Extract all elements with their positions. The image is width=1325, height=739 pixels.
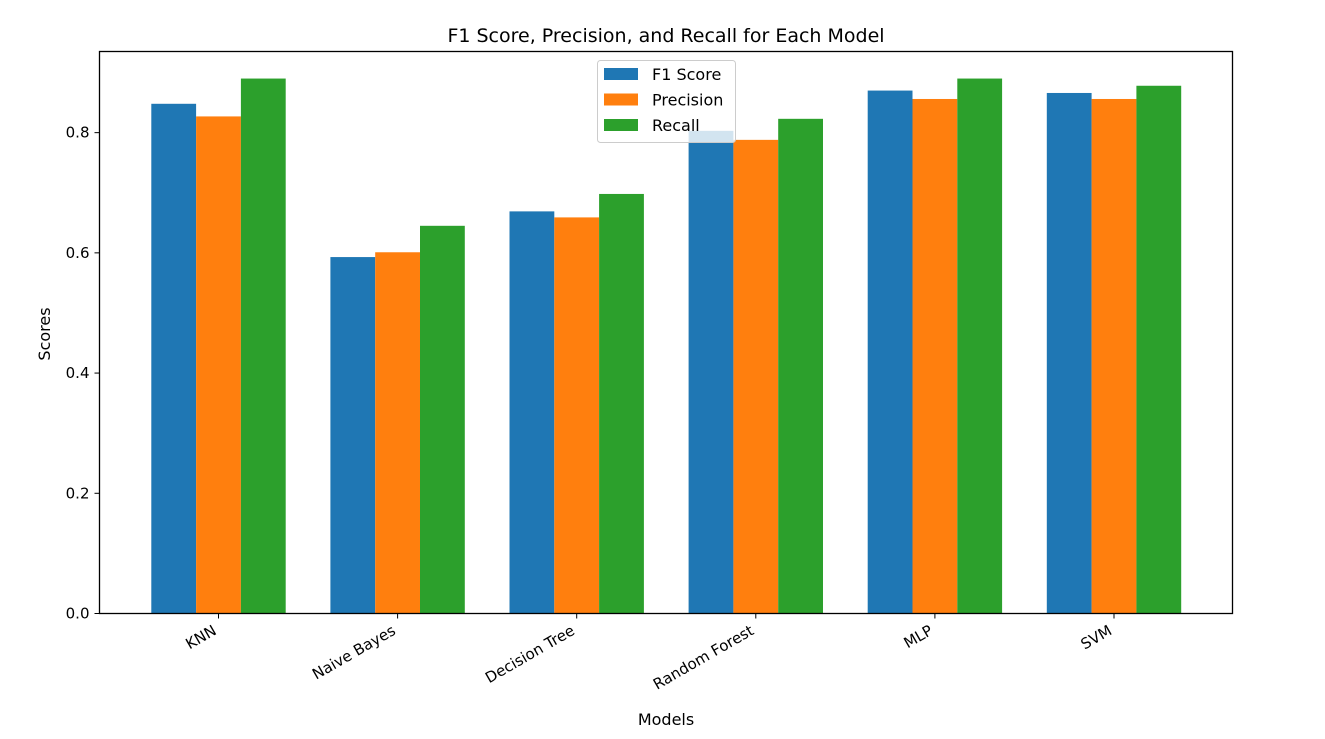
y-tick-label: 0.4 — [66, 364, 90, 382]
x-tick-label: Random Forest — [650, 621, 757, 693]
y-tick-label: 0.2 — [66, 484, 90, 502]
bar — [733, 139, 779, 614]
x-tick-label: KNN — [183, 621, 220, 653]
legend-label: F1 Score — [652, 65, 721, 84]
chart-title: F1 Score, Precision, and Recall for Each… — [447, 25, 884, 47]
y-axis-label: Scores — [35, 307, 54, 360]
bar — [1136, 85, 1182, 614]
x-axis-label: Models — [638, 710, 694, 729]
legend-swatch — [604, 68, 638, 80]
legend-swatch — [604, 93, 638, 106]
y-tick-label: 0.8 — [66, 124, 90, 142]
bar — [778, 118, 823, 614]
y-tick-label: 0.0 — [66, 605, 90, 623]
bar — [554, 217, 600, 614]
plot-frame — [98, 50, 1234, 615]
y-tick-label: 0.6 — [66, 244, 90, 262]
bar — [688, 130, 734, 614]
bar — [957, 78, 1003, 614]
bar — [912, 98, 958, 614]
bar — [599, 193, 644, 614]
bar — [151, 103, 197, 614]
y-axis: 0.0 0.2 0.4 0.6 0.8 — [66, 124, 100, 623]
x-tick-label: Decision Tree — [482, 621, 578, 687]
bar — [240, 78, 286, 614]
bar — [420, 225, 465, 614]
legend-label: Recall — [652, 116, 700, 135]
x-tick-label: Naive Bayes — [309, 621, 399, 683]
legend: F1 Score Precision Recall — [597, 60, 736, 143]
bar — [196, 116, 241, 614]
legend-label: Precision — [652, 91, 723, 110]
x-tick-label: MLP — [901, 621, 936, 652]
bar — [867, 90, 913, 614]
x-tick-label: SVM — [1078, 621, 1115, 653]
bar — [1046, 92, 1092, 614]
bar — [1091, 98, 1137, 614]
bar — [330, 257, 376, 614]
bar — [509, 211, 555, 614]
bar — [375, 252, 420, 614]
x-axis: KNN Naive Bayes Decision Tree Random Forest… — [183, 613, 1115, 693]
bars-group — [151, 78, 1182, 614]
legend-swatch — [604, 119, 638, 131]
